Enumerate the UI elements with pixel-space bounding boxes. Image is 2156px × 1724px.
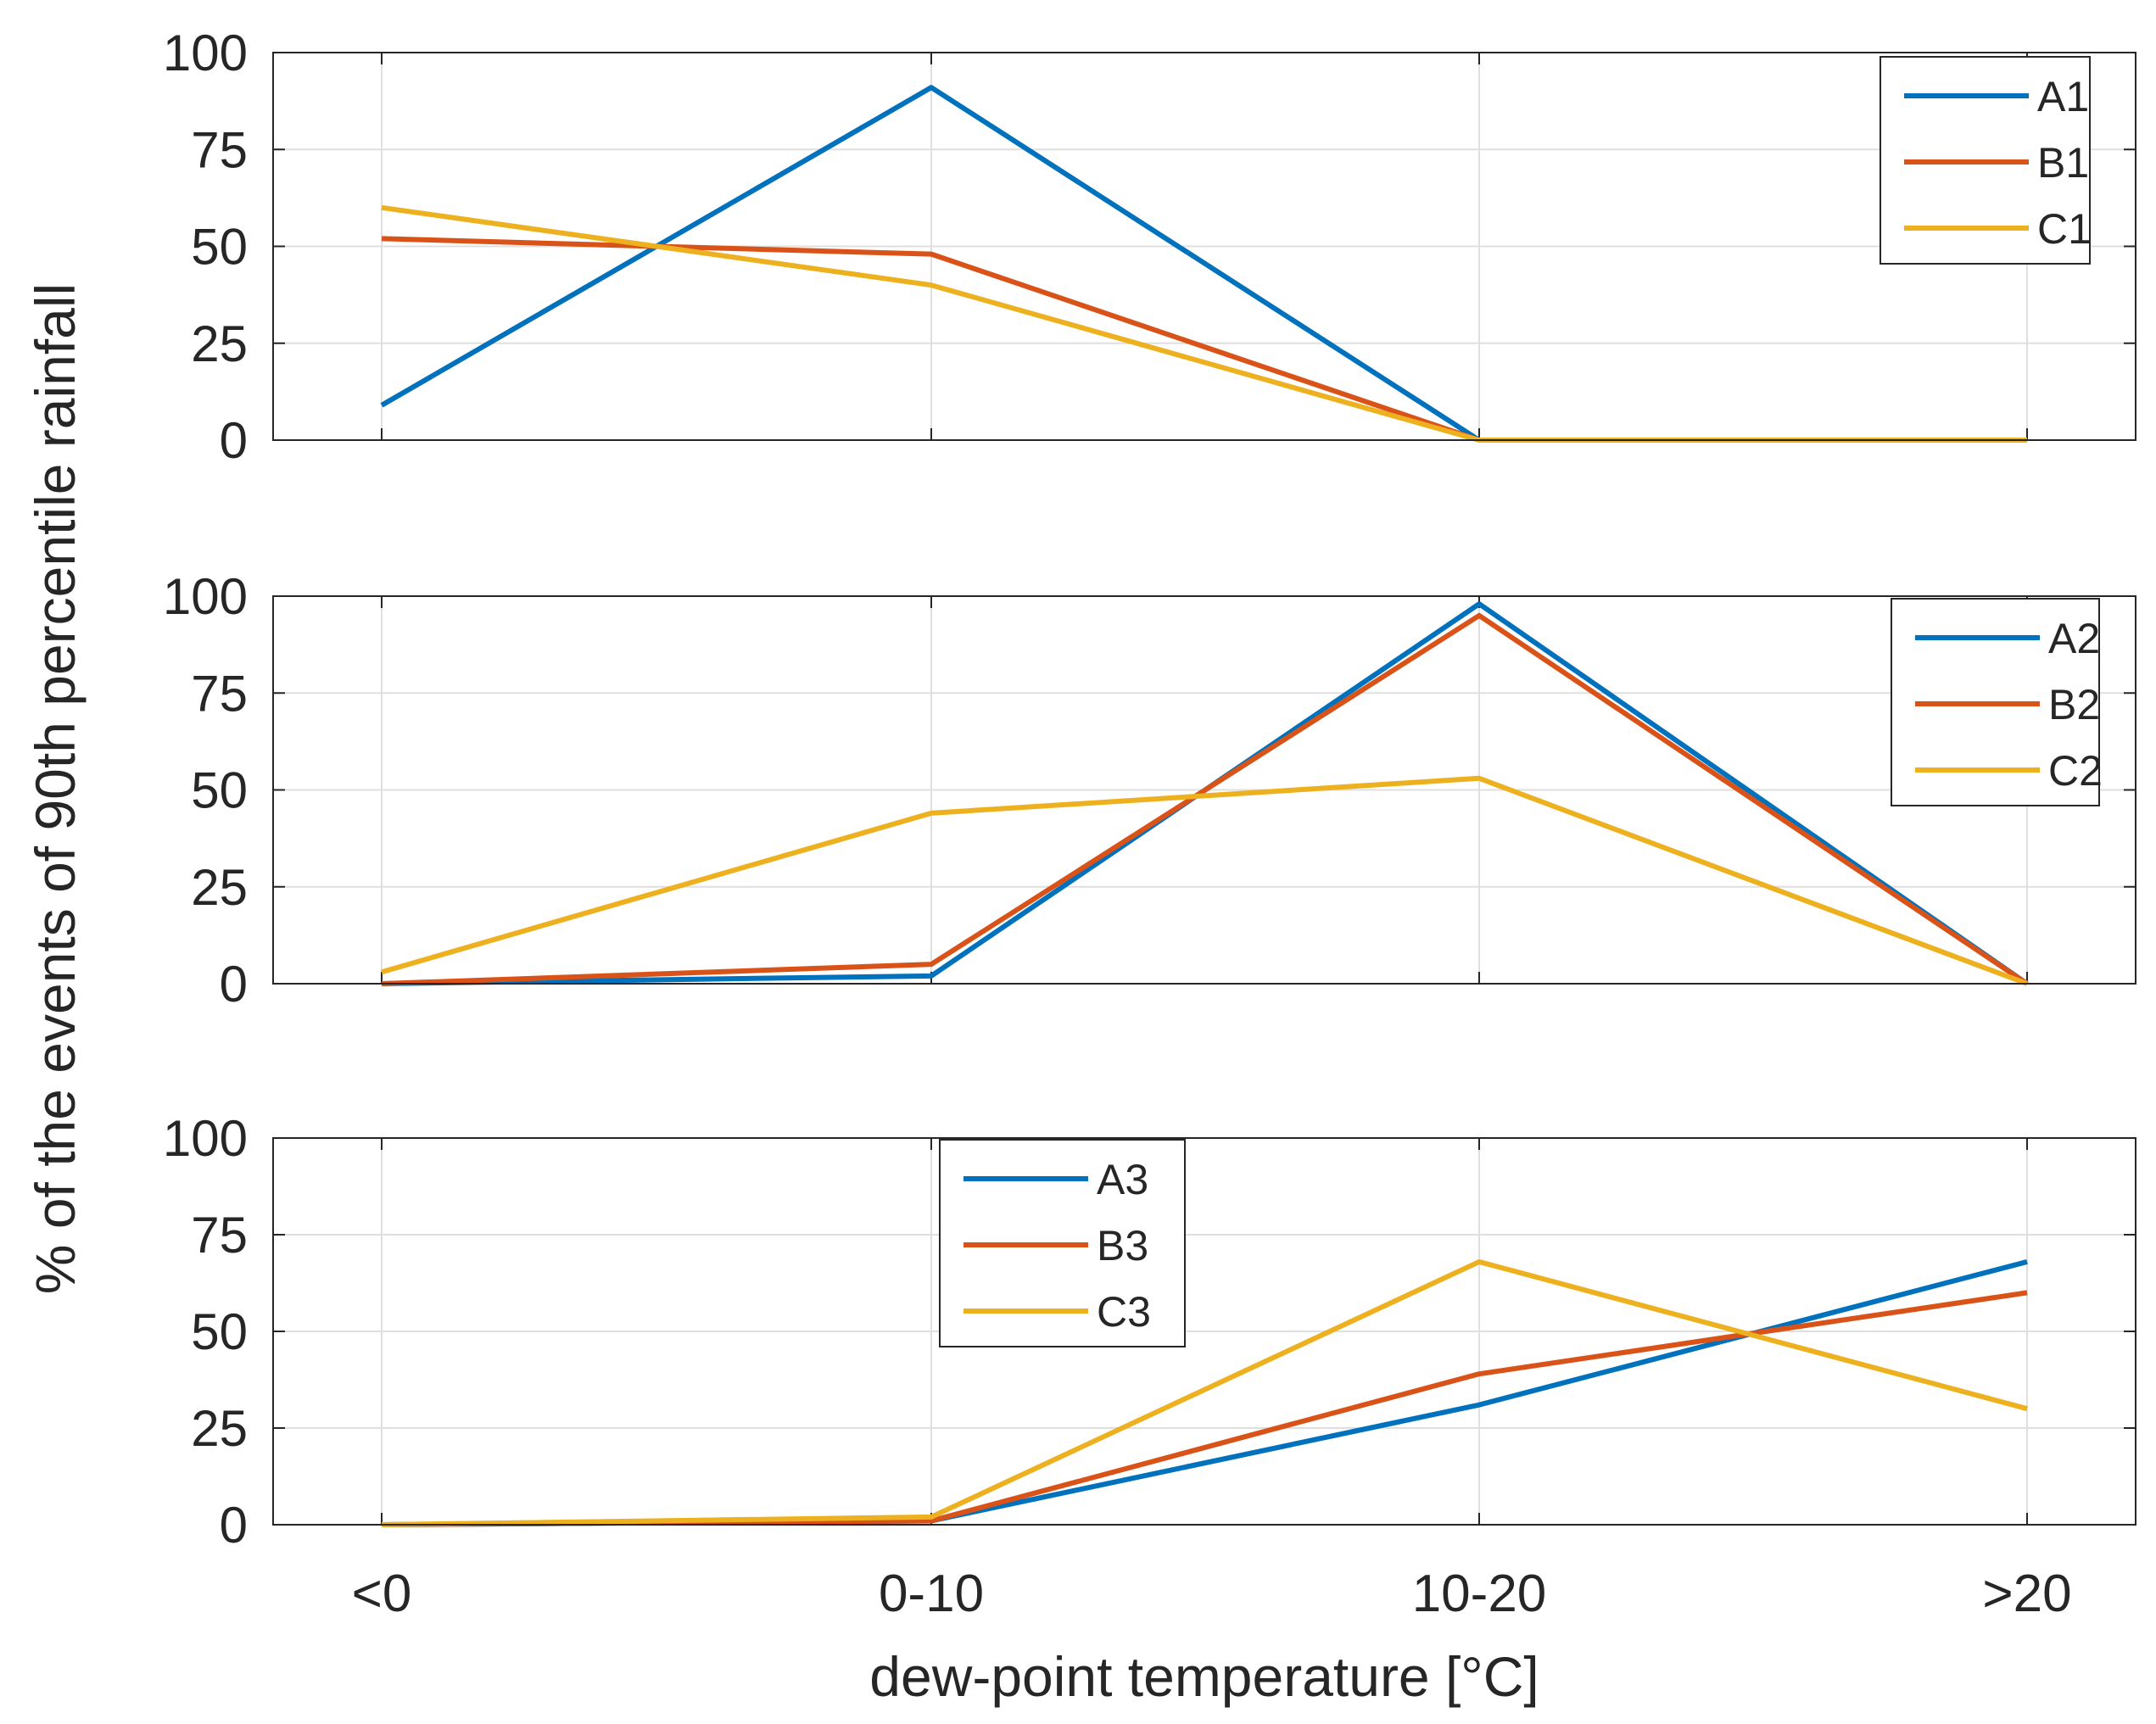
legend: A3 B3 C3: [939, 1139, 1186, 1347]
y-tick-label: 25: [191, 315, 248, 372]
legend-label-B1: B1: [2037, 139, 2089, 187]
y-tick-label: 50: [191, 1303, 248, 1360]
legend-label-A2: A2: [2048, 615, 2100, 662]
axes-box: [272, 1137, 2136, 1526]
legend-label-C3: C3: [1097, 1288, 1151, 1336]
x-axis-title: dew-point temperature [°C]: [869, 1645, 1539, 1708]
panel-3: 0 25 50 75 100 A3 B3 C3: [163, 1110, 2136, 1554]
legend-label-B3: B3: [1097, 1222, 1148, 1269]
x-tick-label: 10-20: [1412, 1565, 1547, 1623]
y-tick-label: 100: [163, 25, 248, 81]
y-tick-label: 75: [191, 121, 248, 178]
y-tick-label: 100: [163, 1110, 248, 1167]
axes-box: [272, 52, 2136, 441]
y-tick-label: 100: [163, 568, 248, 625]
y-tick-label: 0: [220, 1497, 248, 1554]
series-line-C3: [381, 1258, 2028, 1527]
legend-label-C1: C1: [2037, 205, 2092, 253]
axes-box: [272, 595, 2136, 985]
y-axis-title: % of the events of 90th percentile rainf…: [24, 283, 87, 1294]
legend-label-B2: B2: [2048, 681, 2100, 728]
y-tick-label: 0: [220, 956, 248, 1013]
x-tick-label: >20: [1982, 1565, 2071, 1623]
y-tick-label: 50: [191, 219, 248, 276]
legend-label-A3: A3: [1097, 1156, 1148, 1203]
y-tick-label: 25: [191, 1400, 248, 1457]
series-line-C2: [381, 775, 2029, 986]
y-tick-label: 0: [220, 412, 248, 469]
x-tick-label: <0: [352, 1565, 412, 1623]
series-line-B2: [381, 612, 2029, 986]
x-tick-label: 0-10: [879, 1565, 984, 1623]
y-tick-label: 75: [191, 665, 248, 722]
legend-label-A1: A1: [2037, 73, 2089, 120]
panel-1: 0 25 50 75 100 A1 B1 C1: [163, 25, 2136, 469]
y-tick-label: 75: [191, 1207, 248, 1264]
legend: A1 B1 C1: [1880, 56, 2092, 265]
legend: A2 B2 C2: [1891, 598, 2103, 806]
y-tick-label: 25: [191, 859, 248, 916]
legend-label-C2: C2: [2048, 747, 2103, 795]
panel-2: 0 25 50 75 100 A2 B2 C2: [163, 568, 2136, 1013]
y-tick-label: 50: [191, 762, 248, 819]
